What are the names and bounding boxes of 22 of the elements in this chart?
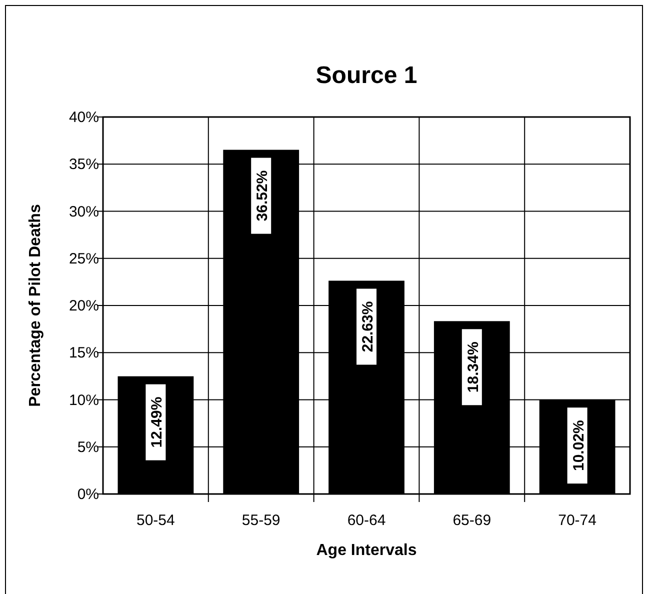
y-tick-label: 10% — [68, 392, 99, 409]
y-tick-label: 15% — [68, 344, 99, 362]
y-tick-label: 5% — [77, 438, 99, 456]
x-tick-label: 50-54 — [136, 512, 175, 529]
y-axis-title: Percentage of Pilot Deaths — [27, 204, 44, 407]
x-tick-label: 65-69 — [452, 512, 492, 529]
y-tick-label: 0% — [77, 486, 99, 503]
data-label: 10.02% — [570, 420, 588, 471]
chart-title: Source 1 — [316, 62, 418, 89]
x-tick-label: 70-74 — [558, 512, 596, 529]
y-tick-label: 30% — [68, 203, 99, 220]
data-label: 12.49% — [148, 396, 166, 448]
y-tick-label: 40% — [68, 109, 99, 126]
data-label: 18.34% — [464, 342, 482, 393]
data-label: 22.63% — [360, 301, 376, 352]
y-tick-label: 35% — [68, 156, 99, 174]
y-tick-label: 25% — [68, 250, 99, 268]
x-tick-label: 60-64 — [347, 512, 386, 529]
x-axis-title: Age Intervals — [316, 542, 417, 559]
y-tick-label: 20% — [68, 298, 99, 314]
x-tick-label: 55-59 — [242, 512, 280, 529]
data-label: 36.52% — [254, 170, 272, 222]
